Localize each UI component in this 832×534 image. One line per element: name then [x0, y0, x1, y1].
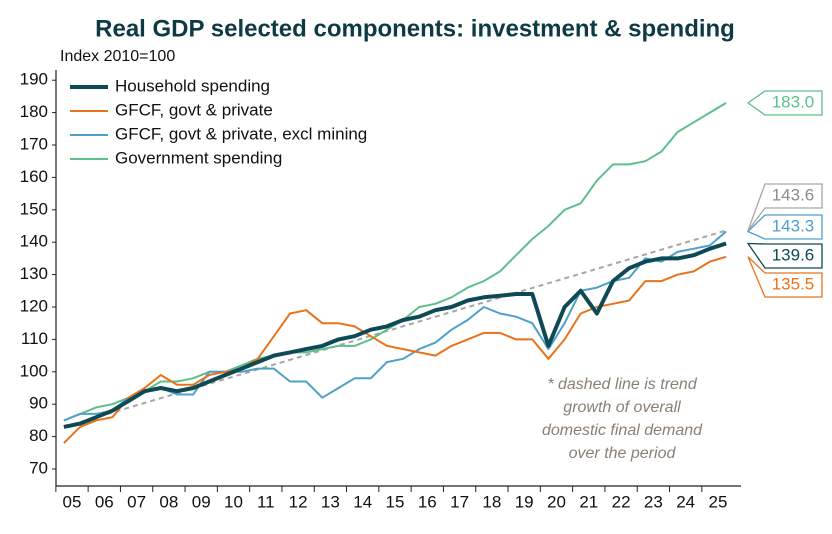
end-value-label: 143.6 [772, 185, 815, 204]
callout-box [746, 90, 823, 116]
x-tick-label: 20 [547, 492, 566, 511]
x-tick-label: 08 [159, 492, 178, 511]
x-tick-label: 05 [63, 492, 82, 511]
annotation: * dashed line is trend [547, 376, 698, 393]
series-line [63, 255, 727, 444]
x-tick-label: 25 [709, 492, 728, 511]
y-tick-label: 160 [20, 167, 48, 186]
end-value-label: 183.0 [772, 92, 815, 111]
y-tick-label: 140 [20, 232, 48, 251]
x-tick-label: 15 [386, 492, 405, 511]
end-value-label: 135.5 [772, 274, 815, 293]
y-tick-label: 70 [29, 458, 48, 477]
x-tick-label: 23 [644, 492, 663, 511]
y-tick-label: 180 [20, 102, 48, 121]
y-tick-label: 80 [29, 426, 48, 445]
y-tick-label: 120 [20, 296, 48, 315]
annotation: over the period [569, 445, 677, 462]
end-value-label: 139.6 [772, 245, 815, 264]
end-value-label: 143.3 [772, 216, 815, 235]
x-tick-label: 17 [450, 492, 469, 511]
y-tick-label: 110 [21, 329, 48, 348]
annotation: growth of overall [563, 399, 681, 416]
x-tick-label: 22 [612, 492, 631, 511]
series-line [63, 241, 727, 429]
y-tick-label: 190 [20, 70, 48, 89]
x-tick-label: 06 [95, 492, 114, 511]
x-tick-label: 19 [515, 492, 534, 511]
x-tick-label: 21 [579, 492, 598, 511]
y-tick-label: 90 [29, 394, 48, 413]
y-tick-label: 170 [20, 134, 48, 153]
x-tick-label: 14 [353, 492, 372, 511]
x-tick-label: 09 [192, 492, 211, 511]
annotation: domestic final demand [542, 422, 703, 439]
x-tick-label: 10 [224, 492, 243, 511]
callout-box [747, 256, 823, 298]
x-tick-label: 12 [289, 492, 308, 511]
x-tick-label: 11 [257, 492, 275, 511]
x-tick-label: 16 [418, 492, 437, 511]
legend-label: Household spending [115, 76, 270, 95]
y-tick-label: 100 [20, 361, 48, 380]
callout-box [746, 214, 823, 240]
callout-box [746, 242, 823, 269]
trend-line [63, 229, 727, 428]
legend-label: GFCF, govt & private, excl mining [115, 124, 367, 143]
y-tick-label: 150 [20, 199, 48, 218]
y-tick-label: 130 [20, 264, 48, 283]
x-tick-label: 13 [321, 492, 340, 511]
x-tick-label: 24 [676, 492, 695, 511]
legend-label: Government spending [115, 148, 282, 167]
x-tick-label: 07 [127, 492, 146, 511]
legend-label: GFCF, govt & private [115, 100, 273, 119]
chart-title: Real GDP selected components: investment… [95, 15, 735, 42]
callout-box [747, 183, 823, 231]
x-tick-label: 18 [482, 492, 501, 511]
y-axis-label: Index 2010=100 [60, 48, 175, 65]
